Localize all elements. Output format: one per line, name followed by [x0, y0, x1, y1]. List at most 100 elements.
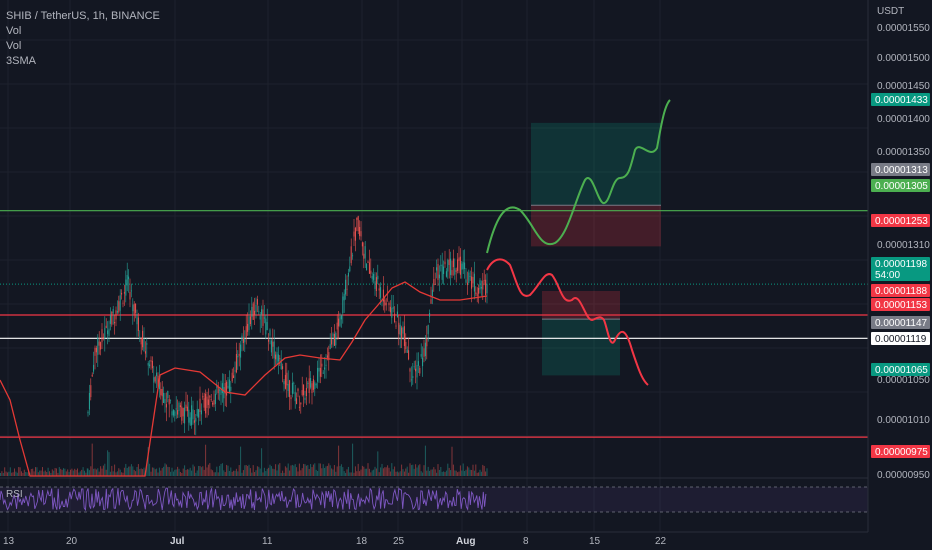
price-tag[interactable]: [871, 332, 930, 345]
time-axis[interactable]: 13 20 Jul 11 18 25 Aug 8 15 22: [0, 531, 868, 547]
symbol-title[interactable]: SHIB / TetherUS, 1h, BINANCE: [6, 10, 160, 22]
bullish-projection-path[interactable]: [486, 99, 671, 254]
volume-bar: [189, 467, 191, 476]
short-target-zone[interactable]: [542, 319, 620, 376]
candle-body: [296, 398, 298, 405]
candle-body: [249, 316, 251, 325]
price-tag[interactable]: [871, 257, 930, 281]
volume-bar: [51, 469, 53, 476]
volume-bar: [373, 469, 375, 476]
candle-body: [118, 301, 120, 313]
candle-body: [276, 352, 278, 365]
horizontal-lines[interactable]: [0, 210, 868, 438]
indicator-sma[interactable]: 3SMA: [6, 55, 36, 67]
price-tag[interactable]: [871, 316, 930, 329]
candle-body: [297, 388, 299, 391]
price-tag[interactable]: [871, 298, 930, 311]
price-tag[interactable]: [871, 93, 930, 106]
volume-bar: [121, 472, 123, 476]
candle-body: [95, 347, 97, 353]
volume-bar: [143, 467, 145, 476]
volume-bar: [151, 467, 153, 476]
volume-bar: [478, 472, 480, 476]
volume-bar: [188, 469, 190, 476]
price-tag[interactable]: [871, 179, 930, 192]
price-tag[interactable]: [871, 284, 930, 297]
candlesticks[interactable]: [87, 215, 488, 436]
volume-bar: [382, 468, 384, 476]
volume-bar: [464, 471, 466, 476]
volume-bar: [184, 465, 186, 476]
volume-bar: [95, 469, 97, 476]
volume-bar: [335, 471, 337, 476]
volume-bar: [248, 464, 250, 476]
volume-bar: [16, 472, 18, 476]
candle-body: [307, 382, 309, 384]
price-tag[interactable]: [871, 163, 930, 176]
volume-bar: [293, 465, 295, 476]
sma-line: [0, 281, 488, 477]
candle-body: [430, 299, 432, 304]
volume-bar: [457, 472, 459, 476]
candle-body: [115, 310, 117, 320]
volume-bar: [325, 466, 327, 476]
price-tag-label: 0.00001147: [875, 318, 928, 329]
candle-body: [340, 315, 342, 320]
volume-bar: [193, 466, 195, 476]
candle-body: [403, 326, 405, 347]
candle-body: [396, 311, 398, 318]
price-axis[interactable]: USDT 0.00001550 0.00001500 0.00001450 0.0000…: [867, 0, 932, 550]
volume-bar: [445, 470, 447, 476]
candle-body: [378, 288, 380, 291]
volume-bar: [349, 472, 351, 476]
volume-bar: [422, 472, 424, 476]
volume-bar: [56, 468, 57, 476]
price-tag-label: 0.00001065: [875, 365, 928, 376]
candle-body: [207, 399, 209, 405]
volume-bar: [353, 472, 355, 476]
indicator-vol-1[interactable]: Vol: [6, 25, 22, 37]
candle-body: [363, 253, 365, 259]
candle-body: [97, 337, 99, 355]
volume-bar: [401, 464, 403, 476]
volume-bar: [392, 469, 394, 476]
time-tick-label: 22: [655, 536, 667, 547]
volume-bar: [240, 446, 242, 476]
candle-body: [144, 351, 146, 354]
candle-body: [433, 278, 435, 286]
volume-bar: [35, 467, 36, 476]
price-tag[interactable]: [871, 445, 930, 458]
volume-bar: [1, 471, 3, 476]
price-tag[interactable]: [871, 363, 930, 376]
indicator-vol-2[interactable]: Vol: [6, 40, 22, 52]
candle-body: [287, 383, 289, 391]
candle-body: [273, 341, 275, 359]
volume-bar: [137, 464, 139, 476]
projection-paths[interactable]: [486, 99, 671, 386]
volume-bar: [431, 469, 433, 476]
candle-body: [198, 409, 200, 418]
candle-body: [206, 396, 208, 408]
candle-body: [221, 383, 223, 394]
candle-body: [251, 306, 253, 317]
volume-bar: [387, 465, 389, 476]
volume-bar: [391, 463, 393, 476]
candle-body: [388, 303, 390, 306]
volume-bar: [255, 470, 257, 476]
candle-body: [444, 261, 446, 265]
volume-bar: [100, 466, 102, 476]
volume-bar: [54, 467, 56, 476]
bearish-projection-path[interactable]: [486, 258, 649, 386]
volume-bar: [146, 464, 148, 476]
price-tag[interactable]: [871, 214, 930, 227]
price-tick-label: 0.00001500: [877, 53, 930, 64]
time-tick-label: 15: [589, 536, 601, 547]
candle-body: [336, 322, 338, 330]
volume-bar: [350, 472, 352, 476]
candle-body: [466, 282, 468, 286]
candle-body: [443, 266, 445, 275]
long-stop-zone[interactable]: [531, 205, 661, 247]
rsi-line: [0, 487, 487, 512]
price-tick-label: 0.00001550: [877, 23, 930, 34]
